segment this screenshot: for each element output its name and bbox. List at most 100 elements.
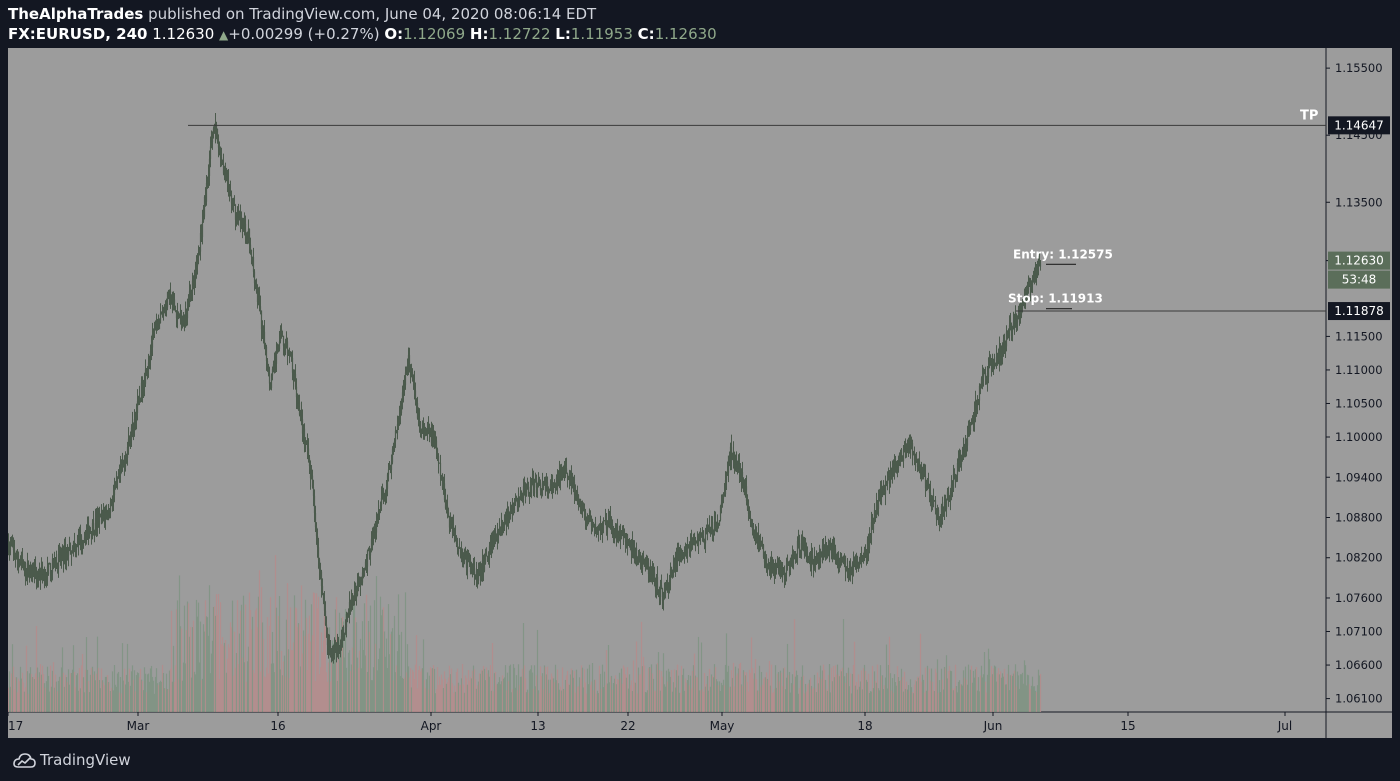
candle-body	[97, 516, 100, 525]
candle-body	[376, 518, 379, 524]
volume-bar	[26, 671, 29, 712]
volume-bar	[109, 691, 112, 712]
candle-body	[555, 477, 558, 486]
volume-bar	[46, 666, 49, 712]
volume-bar	[893, 674, 896, 712]
y-tick-label: 1.11000	[1335, 363, 1383, 377]
tradingview-logo-icon[interactable]	[12, 750, 36, 770]
candle-body	[813, 556, 816, 566]
candle-body	[662, 599, 665, 601]
volume-bar	[138, 677, 141, 712]
y-tick-label: 1.09400	[1335, 470, 1383, 484]
candle-body	[165, 307, 168, 309]
time-axis-background[interactable]	[8, 712, 1392, 738]
volume-bar	[197, 602, 200, 712]
volume-bar	[81, 654, 84, 712]
author-name[interactable]: TheAlphaTrades	[8, 5, 144, 23]
volume-bar	[888, 636, 891, 712]
volume-bar	[199, 621, 202, 712]
candle-body	[372, 532, 375, 538]
volume-bar	[807, 683, 810, 712]
volume-bar	[691, 670, 694, 712]
candle-body	[249, 244, 252, 250]
volume-bar	[68, 684, 71, 712]
candle-body	[200, 233, 203, 238]
symbol-label[interactable]: FX:EURUSD, 240	[8, 25, 148, 43]
volume-bar	[409, 668, 412, 712]
volume-bar	[630, 680, 633, 712]
volume-bar	[1001, 673, 1004, 712]
y-tick-label: 1.13500	[1335, 195, 1383, 209]
volume-bar	[551, 676, 554, 712]
volume-bar	[912, 693, 915, 712]
volume-bar	[104, 676, 107, 712]
candle-body	[303, 428, 306, 444]
candle-body	[1004, 346, 1007, 349]
candle-body	[846, 567, 849, 573]
candle-body	[710, 527, 713, 530]
candle-body	[528, 492, 531, 494]
candle-body	[568, 474, 571, 480]
tradingview-brand[interactable]: TradingView	[40, 751, 131, 769]
volume-bar	[836, 664, 839, 712]
candle-body	[469, 561, 472, 572]
volume-bar	[583, 669, 586, 712]
candle-body	[631, 542, 634, 552]
candle-body	[68, 547, 71, 550]
candle-body	[613, 528, 616, 534]
candle-body	[705, 530, 708, 535]
candle-body	[299, 412, 302, 415]
candle-body	[1015, 315, 1018, 323]
candle-body	[414, 390, 417, 401]
volume-bar	[282, 661, 285, 712]
volume-bar	[216, 615, 219, 712]
candle-body	[221, 163, 224, 165]
volume-bar	[702, 691, 705, 712]
volume-bar	[808, 679, 811, 712]
candle-body	[254, 283, 257, 285]
candle-body	[661, 588, 664, 601]
candle-body	[75, 546, 78, 550]
candle-body	[609, 517, 612, 529]
price-axis-background[interactable]	[1326, 48, 1392, 712]
candle-body	[389, 464, 392, 470]
candle-body	[175, 310, 178, 319]
volume-bar	[1008, 690, 1011, 712]
tp-price-tag: 1.14647	[1334, 118, 1384, 132]
candle-body	[309, 466, 312, 479]
candle-body	[769, 559, 772, 571]
candle-body	[53, 557, 56, 567]
volume-bar	[880, 675, 883, 712]
volume-bar	[642, 656, 645, 712]
candle-body	[252, 256, 255, 272]
volume-bar	[39, 664, 42, 712]
candle-body	[82, 540, 85, 544]
horizontal-lines[interactable]: TP	[188, 108, 1326, 312]
chart-frame[interactable]: TP Entry: 1.12575 Stop: 1.11913 1.15500 1.…	[7, 48, 1392, 738]
candle-body	[741, 471, 744, 486]
candle-body	[666, 584, 669, 588]
volume-bar	[797, 693, 800, 712]
candle-body	[745, 486, 748, 501]
volume-bar	[973, 677, 976, 712]
volume-bar	[688, 685, 691, 712]
high-value: 1.12722	[488, 25, 551, 43]
candle-body	[339, 642, 342, 646]
volume-bar	[423, 680, 426, 712]
candle-body	[384, 491, 387, 496]
candle-body	[237, 214, 240, 218]
candle-body	[694, 541, 697, 545]
candle-body	[703, 538, 706, 544]
volume-bar	[955, 685, 958, 712]
volume-bar	[851, 673, 854, 712]
candle-body	[845, 567, 848, 571]
volume-bar	[154, 676, 157, 712]
candle-body	[962, 446, 965, 457]
volume-bar	[1030, 685, 1033, 712]
candle-body	[984, 372, 987, 378]
volume-bar	[320, 632, 323, 712]
volume-bar	[232, 675, 235, 712]
candle-body	[222, 163, 225, 174]
candle-body	[336, 644, 339, 653]
